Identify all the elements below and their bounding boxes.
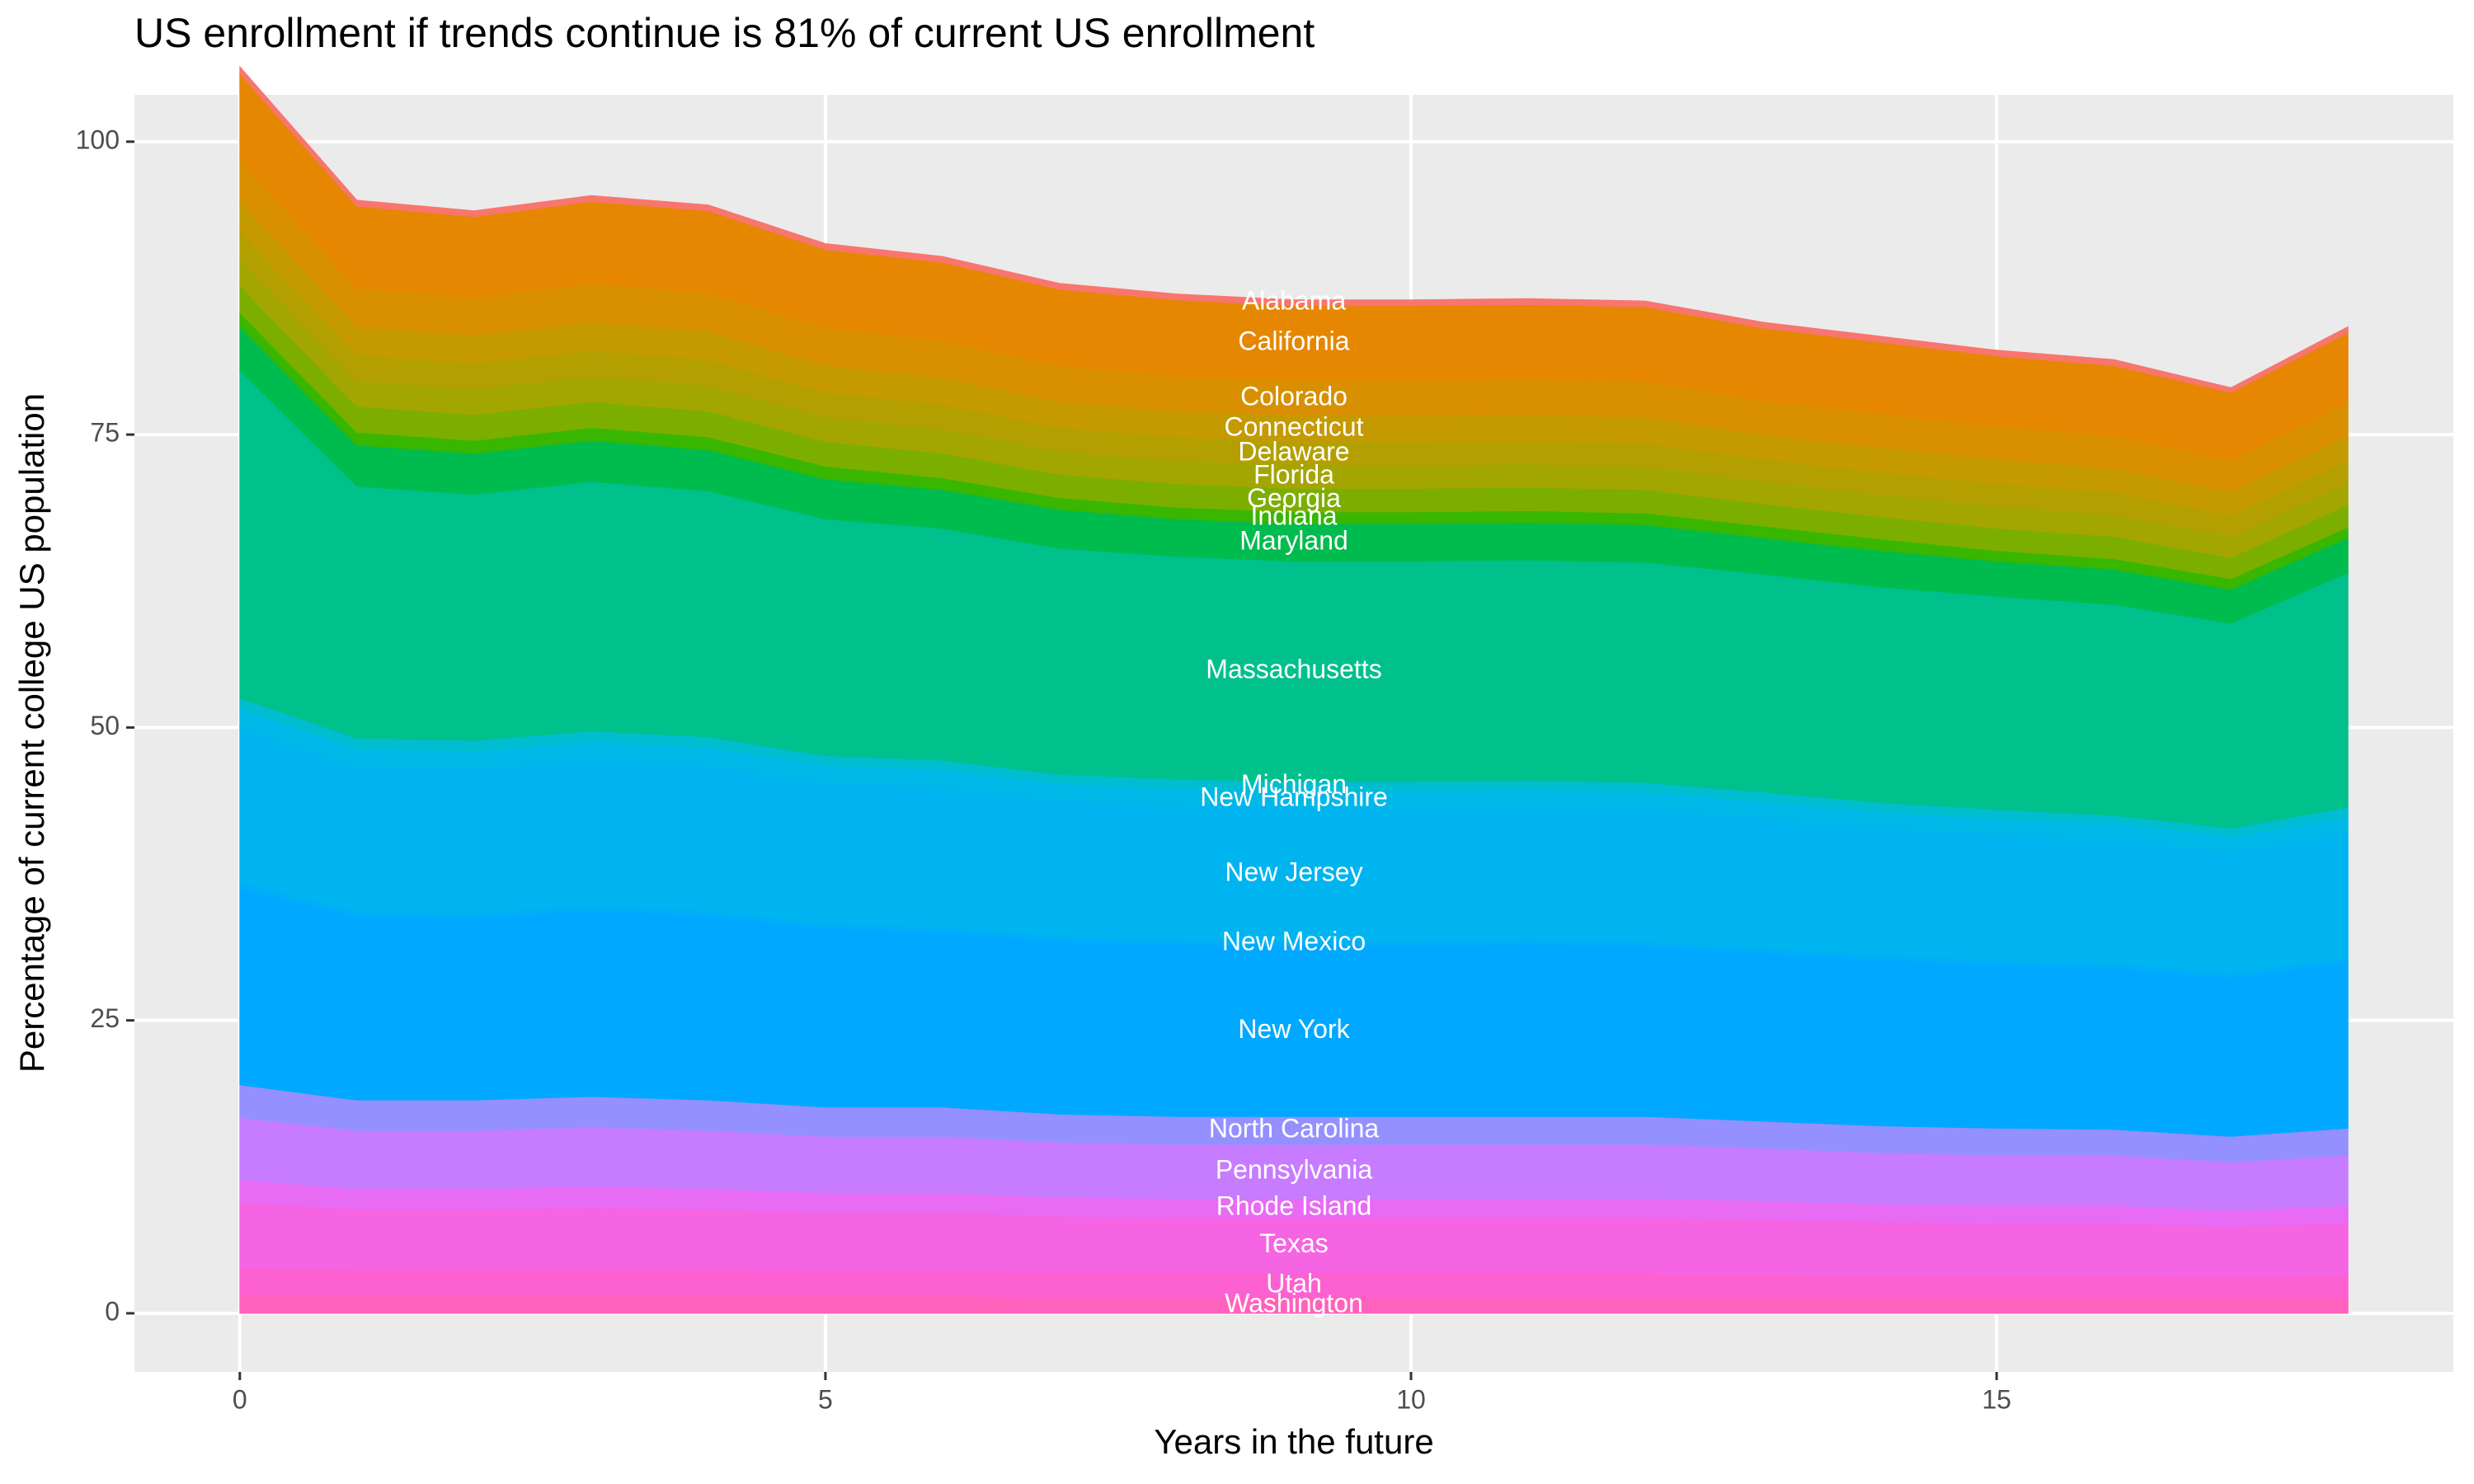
area-label: Georgia bbox=[1247, 483, 1341, 513]
y-tick-label: 75 bbox=[90, 418, 120, 448]
area-label: Delaware bbox=[1238, 436, 1349, 466]
y-tick-label: 25 bbox=[90, 1003, 120, 1033]
area-label: Utah bbox=[1266, 1268, 1322, 1298]
y-tick-label: 100 bbox=[76, 124, 120, 154]
area-label: Pennsylvania bbox=[1216, 1154, 1373, 1184]
x-tick-label: 0 bbox=[233, 1384, 247, 1414]
x-tick-label: 10 bbox=[1396, 1384, 1426, 1414]
area-label: Connecticut bbox=[1225, 411, 1364, 441]
area-label: Colorado bbox=[1240, 382, 1348, 411]
x-tick-label: 15 bbox=[1982, 1384, 2011, 1414]
area-label: Maryland bbox=[1239, 525, 1348, 555]
area-label: New Hampshire bbox=[1200, 782, 1388, 812]
y-tick-label: 0 bbox=[105, 1296, 120, 1326]
chart-title: US enrollment if trends continue is 81% … bbox=[134, 10, 1315, 56]
area-label: Alabama bbox=[1242, 286, 1347, 316]
area-label: Florida bbox=[1253, 460, 1334, 490]
area-label: California bbox=[1238, 326, 1349, 356]
x-tick-label: 5 bbox=[818, 1384, 833, 1414]
area-label: Indiana bbox=[1251, 500, 1338, 530]
area-label: Rhode Island bbox=[1216, 1190, 1372, 1220]
area-label: Michigan bbox=[1241, 769, 1347, 799]
area-label: Texas bbox=[1259, 1228, 1329, 1258]
area-label: Washington bbox=[1225, 1288, 1363, 1317]
y-tick-label: 50 bbox=[90, 711, 120, 740]
x-axis-title: Years in the future bbox=[1154, 1422, 1433, 1461]
area-label: Massachusetts bbox=[1206, 655, 1381, 684]
area-label: New Mexico bbox=[1222, 926, 1366, 956]
area-label: New York bbox=[1238, 1014, 1350, 1044]
y-axis-title: Percentage of current college US populat… bbox=[12, 393, 51, 1073]
area-label: New Jersey bbox=[1225, 857, 1362, 886]
area bbox=[239, 65, 2349, 393]
area-label: North Carolina bbox=[1209, 1114, 1380, 1144]
